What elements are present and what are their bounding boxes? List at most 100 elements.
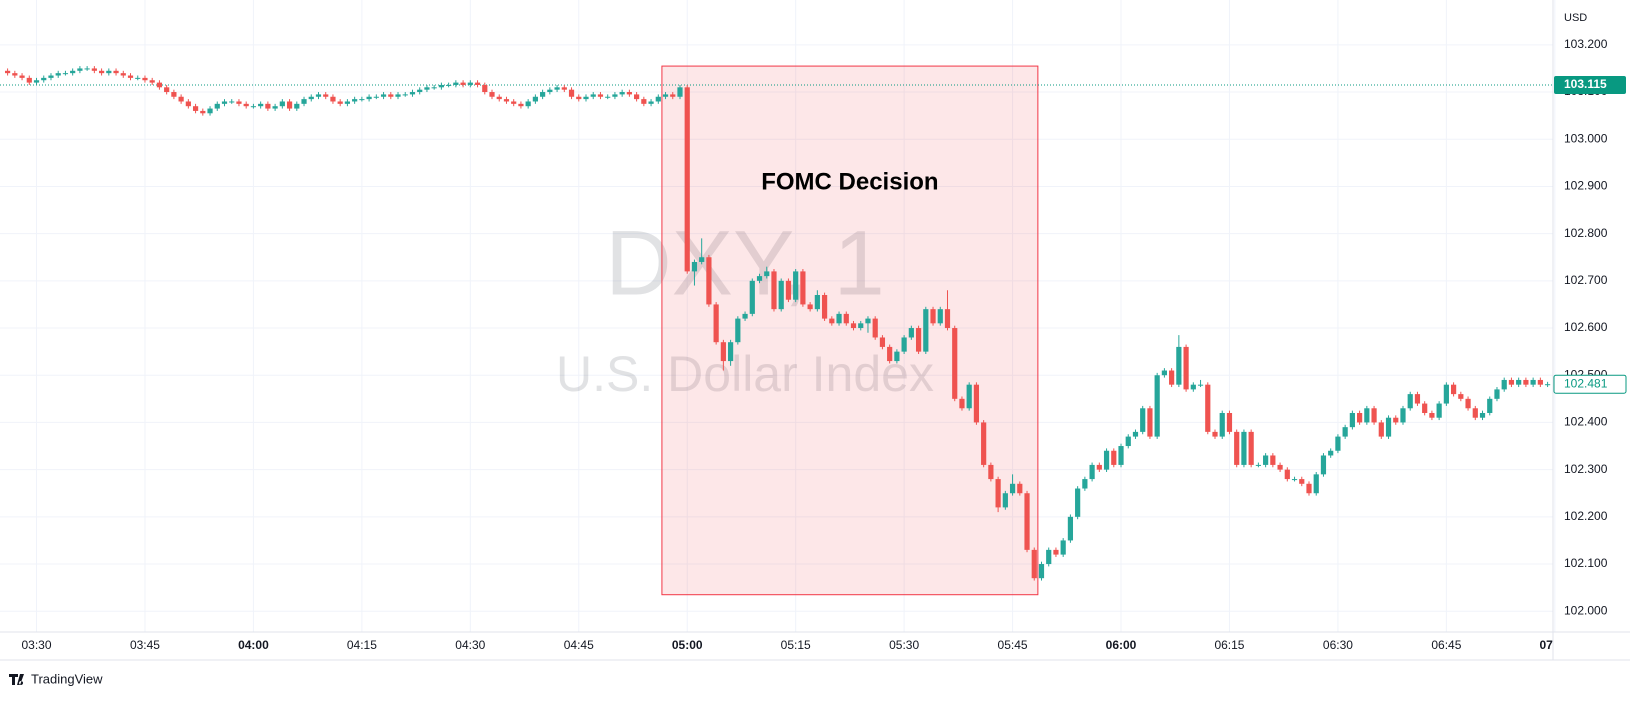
candle-body [438,84,444,88]
candle-body [1241,431,1247,465]
candle-body [496,96,502,100]
candle-body [894,351,900,362]
candle-body [366,96,372,100]
candle-body [872,318,878,338]
candle-body [106,70,112,74]
candle-body [286,101,293,109]
candle-body [1075,488,1081,517]
candle-body [691,261,698,272]
candle-body [908,328,914,338]
candle-body [460,82,466,85]
candle-body [330,96,336,102]
candle-body [1089,464,1095,480]
candle-body [793,271,799,300]
candle-body [1516,379,1522,385]
candle-body [1082,479,1088,489]
candle-body [735,318,741,343]
x-tick-label: 07:00 [1539,638,1570,652]
candle-body [1270,455,1276,465]
candle-body [1487,398,1493,413]
candle-body [250,106,257,108]
candle-body [915,328,922,352]
candle-body [272,106,278,109]
candle-body [800,271,806,305]
candle-body [1248,431,1254,465]
annotation: FOMC Decision [661,65,1039,596]
x-tick-label: 03:45 [130,638,160,652]
y-tick-label: 102.600 [1564,320,1608,334]
candle-body [1544,384,1551,386]
candle-body [1472,408,1478,418]
candle-body [156,82,163,88]
candle-body [207,108,213,114]
y-tick-label: 102.300 [1564,462,1608,476]
candle-body [113,70,119,74]
candle-body [19,75,25,78]
candle-body [192,106,199,111]
watermark-name: U.S. Dollar Index [556,346,934,402]
y-tick-label: 102.800 [1564,226,1608,240]
candle-body [1508,379,1515,385]
candle-body [641,99,647,104]
candle-body [1053,549,1059,555]
candle-body [850,323,857,329]
candle-body [1393,417,1399,423]
candle-body [742,313,748,319]
candle-body [200,110,206,114]
candle-body [677,87,683,97]
candle-body [149,80,155,83]
candle-body [1060,540,1066,555]
last-price-label: 102.481 [1564,376,1608,390]
candle-body [1530,379,1536,385]
candle-body [1038,564,1045,579]
x-tick-label: 05:15 [781,638,811,652]
candle-body [62,73,69,75]
candle-body [1183,346,1189,390]
candle-body [952,328,958,399]
candle-body [981,422,987,465]
candle-body [417,89,423,93]
candle-body [84,68,90,70]
candle-body [785,280,792,300]
y-tick-label: 102.200 [1564,509,1608,523]
candle-body [626,92,632,95]
candle-body [26,77,32,83]
candle-body [503,99,510,102]
x-tick-label: 05:45 [998,638,1028,652]
candle-body [648,101,654,104]
candle-body [308,96,314,100]
x-tick-label: 04:00 [238,638,269,652]
candle-body [597,94,604,97]
candle-body [525,101,531,107]
y-tick-label: 102.900 [1564,179,1608,193]
candle-body [821,294,828,319]
candle-body [41,77,47,81]
candle-body [1407,394,1413,409]
x-tick-label: 03:30 [22,638,52,652]
candle-body [836,313,842,324]
candle-body [1429,412,1435,418]
candle-body [258,103,264,107]
candle-body [1291,479,1298,481]
candle-body [120,73,126,76]
candles [0,66,1553,581]
y-tick-label: 103.000 [1564,131,1608,145]
candle-body [1255,464,1261,466]
x-tick-label: 05:30 [889,638,919,652]
candle-body [930,309,936,324]
candle-body [706,257,712,305]
candle-body [554,87,560,90]
candle-body [279,101,285,107]
candle-body [1501,379,1507,390]
candle-body [540,92,546,97]
candle-body [1328,450,1334,456]
candle-body [1009,483,1016,494]
candle-body [937,309,943,324]
candle-body [1147,408,1153,437]
x-tick-label: 04:45 [564,638,594,652]
candle-body [865,318,871,324]
candle-body [1132,431,1139,437]
candle-body [1169,370,1175,385]
candle-body [829,318,835,324]
y-tick-label: 102.700 [1564,273,1608,287]
